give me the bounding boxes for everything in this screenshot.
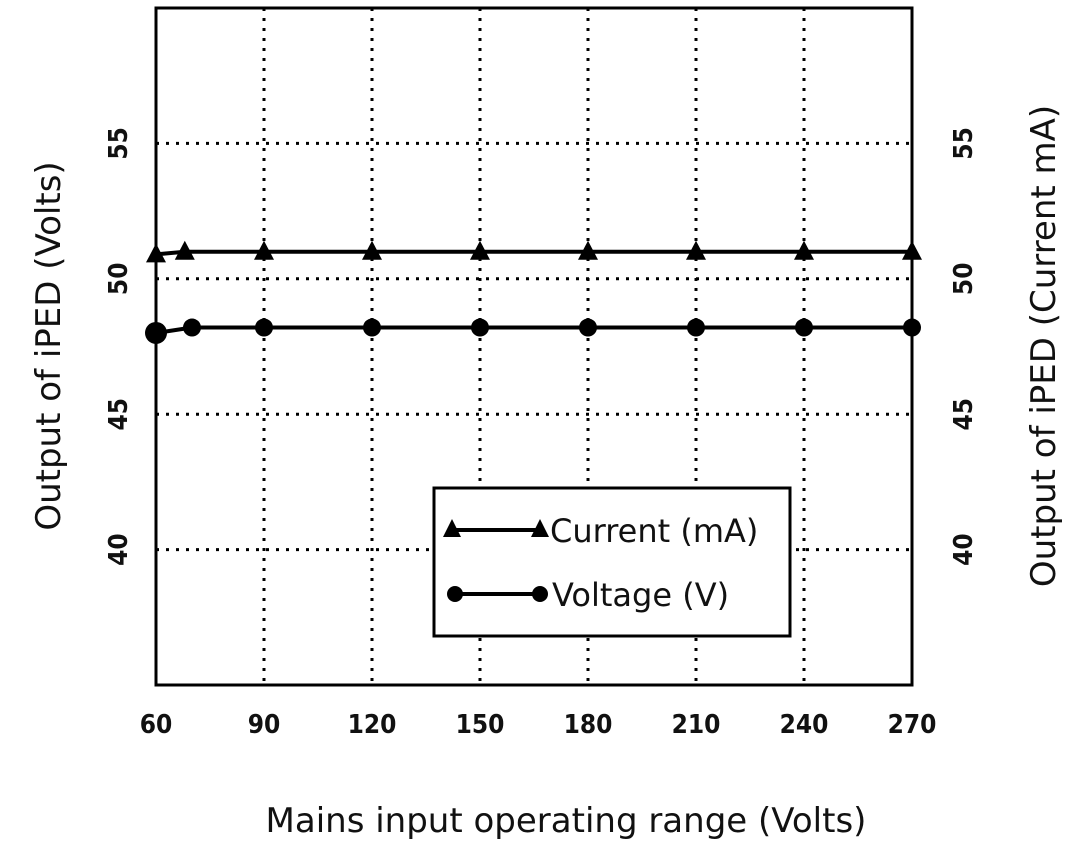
y-axis-title-left: Output of iPED (Volts): [29, 161, 69, 530]
voltage-point: [145, 321, 167, 344]
x-tick-label: 270: [888, 710, 937, 740]
legend-current-label: Current (mA): [550, 512, 758, 550]
voltage-point: [255, 318, 273, 337]
y-tick-label-right: 40: [949, 533, 979, 566]
current-point: [174, 240, 195, 260]
x-tick-label: 210: [672, 710, 721, 740]
tick-labels: 60 90 120 150 180 210 240 270 40 40 45 45 50 50 55 55: [104, 127, 979, 740]
voltage-point: [183, 318, 201, 337]
current-point: [362, 240, 382, 260]
current-point: [470, 240, 490, 260]
voltage-point: [795, 318, 813, 337]
voltage-point: [579, 318, 597, 337]
x-axis-title: Mains input operating range (Volts): [266, 801, 867, 841]
legend-box: [432, 486, 792, 638]
legend: Current (mA) Voltage (V): [432, 486, 792, 638]
legend-current-marker-left: [443, 519, 461, 537]
legend-voltage-marker-left: [447, 586, 463, 602]
plot-frame: [154, 6, 914, 687]
y-tick-label-right: 50: [949, 263, 979, 296]
current-point: [902, 240, 922, 260]
y-axis-title-right: Output of iPED (Current mA): [1024, 105, 1064, 587]
legend-current-marker-right: [531, 519, 549, 537]
x-tick-label: 60: [140, 710, 173, 740]
x-tick-label: 120: [348, 710, 397, 740]
voltage-point: [363, 318, 381, 337]
current-point: [254, 240, 274, 260]
x-tick-label: 90: [248, 710, 281, 740]
current-point: [578, 240, 598, 260]
voltage-point: [687, 318, 705, 337]
current-point: [146, 243, 166, 263]
x-tick-label: 180: [564, 710, 613, 740]
y-tick-label-right: 45: [949, 398, 979, 431]
voltage-point: [903, 318, 921, 337]
x-tick-label: 150: [456, 710, 505, 740]
current-point: [686, 240, 706, 260]
legend-voltage-marker-right: [532, 586, 548, 602]
current-point: [794, 240, 814, 260]
y-tick-label-left: 55: [104, 127, 134, 160]
series-layer: [145, 240, 922, 344]
y-tick-label-right: 55: [949, 127, 979, 160]
voltage-point: [471, 318, 489, 337]
y-tick-label-left: 40: [104, 533, 134, 566]
x-tick-label: 240: [780, 710, 829, 740]
y-tick-label-left: 50: [104, 263, 134, 296]
legend-voltage-label: Voltage (V): [552, 576, 729, 614]
y-tick-label-left: 45: [104, 398, 134, 431]
